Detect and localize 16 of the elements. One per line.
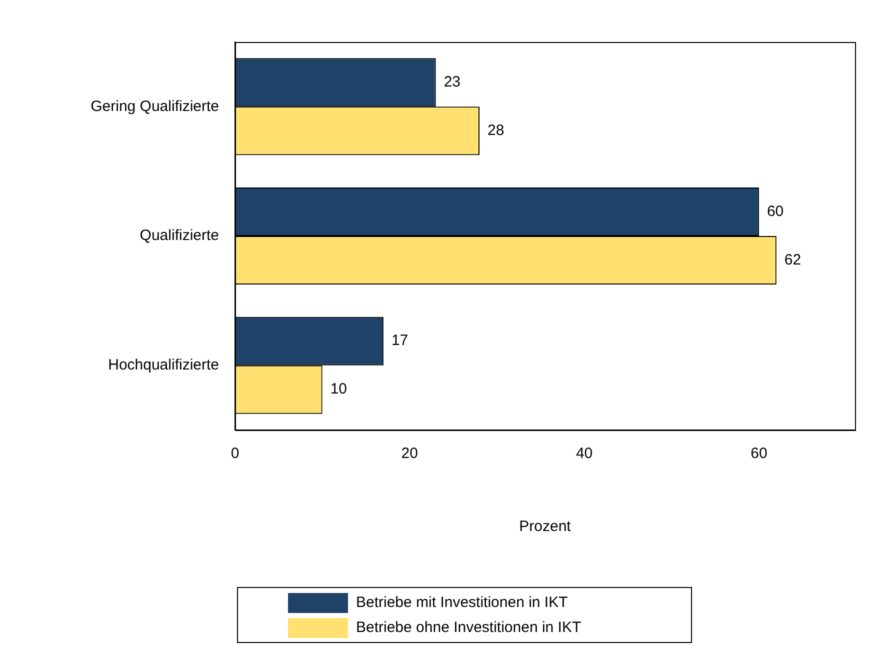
legend-label: Betriebe mit Investitionen in IKT <box>356 594 568 611</box>
y-tick-label: Qualifizierte <box>140 227 219 244</box>
y-tick-label: Gering Qualifizierte <box>90 98 219 115</box>
x-tick-label: 0 <box>230 445 240 462</box>
data-label: 17 <box>391 332 408 350</box>
data-label: 28 <box>488 122 504 140</box>
y-tick-label: Hochqualifizierte <box>108 356 219 374</box>
x-tick-label: 40 <box>576 445 593 462</box>
x-tick-label: 60 <box>750 445 768 462</box>
data-label: 60 <box>766 202 784 220</box>
x-axis-title: Prozent <box>519 518 572 536</box>
x-tick-label: 20 <box>401 445 418 462</box>
data-label: 10 <box>330 380 348 398</box>
data-label: 62 <box>784 251 802 268</box>
data-label: 23 <box>444 74 461 91</box>
legend-label: Betriebe ohne Investitionen in IKT <box>356 619 582 636</box>
